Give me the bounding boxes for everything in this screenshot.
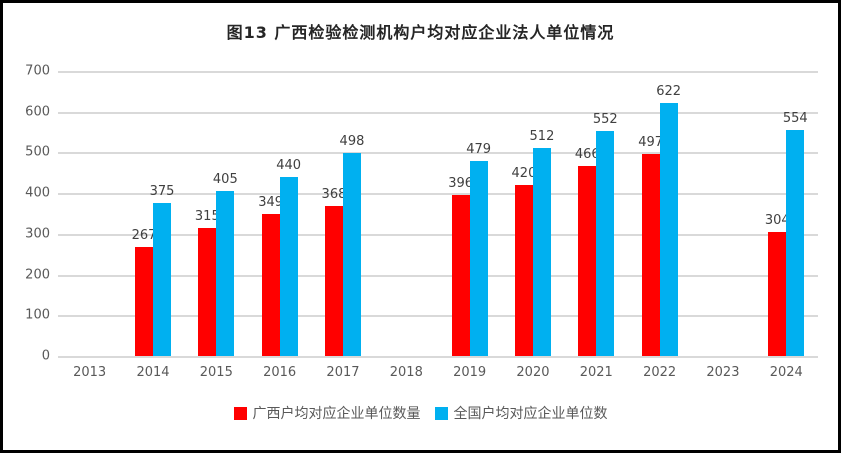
gridline-700 [58,71,818,73]
bar-group-2021: 466 552 [565,71,628,356]
legend-label: 广西户均对应企业单位数量 [252,406,421,422]
x-tick-label-2019: 2019 [453,365,487,380]
data-label: 622 [656,83,682,99]
bar-2015: 405 [213,172,238,356]
bar-2016: 440 [276,158,301,356]
x-tick-label-2023: 2023 [706,365,740,380]
bar-group-2023 [691,71,754,356]
bar-group-2014: 267 375 [121,71,184,356]
x-tick-label-2021: 2021 [579,365,613,380]
bar-group-2018 [375,71,438,356]
bar-2020: 512 [530,129,554,356]
legend-label: 全国户均对应企业单位数 [453,406,608,422]
data-label: 497 [638,134,664,150]
gridline-200 [58,274,818,277]
data-label: 396 [448,175,474,191]
legend-item: 全国户均对应企业单位数 [434,403,608,423]
bar-2021: 466 [575,147,600,356]
bar-2019: 396 [448,176,473,356]
data-label: 552 [592,112,618,128]
x-tick-label-2016: 2016 [263,365,297,380]
y-tick-label: 0 [41,348,50,364]
bar-group-2022: 497 622 [628,71,691,356]
data-label: 554 [782,111,808,127]
gridline-300 [58,233,818,236]
data-label: 440 [276,157,302,173]
bar-2014: 267 [132,228,156,356]
bar-group-2024: 304 554 [755,71,818,356]
bar-2014: 375 [150,184,174,356]
x-tick-label-2020: 2020 [516,365,550,380]
bar-groups: 267 375 315 405 349 440 368 498 396 479 420 512 466 5… [58,71,818,356]
gridline-0 [58,356,818,358]
bar-2022: 497 [638,135,663,356]
legend-swatch-icon [434,406,448,420]
y-tick-label: 600 [25,104,50,120]
data-label: 304 [764,213,790,229]
data-label: 375 [149,184,175,200]
data-label: 315 [194,208,220,224]
gridline-100 [58,315,818,318]
y-tick-label: 700 [25,63,50,79]
legend-item: 广西户均对应企业单位数量 [233,403,421,423]
bar-2024: 554 [783,111,808,356]
y-tick-label: 200 [25,267,50,283]
x-tick-label-2014: 2014 [136,365,170,380]
y-tick-label: 300 [25,226,50,242]
bar-2017: 368 [322,187,346,356]
bar-group-2017: 368 498 [311,71,374,356]
legend: 广西户均对应企业单位数量 全国户均对应企业单位数 [3,403,838,423]
data-label: 512 [529,128,555,144]
bar-group-2019: 396 479 [438,71,501,356]
x-tick-label-2017: 2017 [326,365,360,380]
y-tick-label: 400 [25,185,50,201]
bar-2020: 420 [512,166,536,356]
x-tick-label-2024: 2024 [769,365,803,380]
x-tick-label-2013: 2013 [73,365,107,380]
bar-2021: 552 [593,112,618,356]
data-label: 368 [321,187,347,203]
x-axis-labels: 2013 2014 2015 2016 2017 2018 2019 2020 2021 2022… [58,365,818,380]
x-tick-label-2015: 2015 [199,365,233,380]
bar-2019: 479 [466,142,491,356]
data-label: 466 [574,147,600,163]
data-label: 267 [131,228,157,244]
y-tick-label: 500 [25,144,50,160]
data-label: 420 [511,166,537,181]
x-tick-label-2022: 2022 [643,365,677,380]
y-tick-label: 100 [25,307,50,323]
gridline-500 [58,152,818,155]
x-tick-label-2018: 2018 [389,365,423,380]
bar-group-2020: 420 512 [501,71,564,356]
bar-group-2016: 349 440 [248,71,311,356]
bar-group-2015: 315 405 [185,71,248,356]
data-label: 479 [466,141,492,157]
bar-2024: 304 [765,213,790,356]
bar-2015: 315 [195,209,220,356]
data-label: 405 [212,172,238,188]
plot-area: 0 100 200 300 400 500 600 700 267 375 315 405 349 44… [25,64,818,364]
bar-group-2013 [58,71,121,356]
bar-2022: 622 [656,84,681,356]
bar-2017: 498 [340,134,364,356]
gridline-400 [58,193,818,196]
gridline-600 [58,111,818,114]
data-label: 349 [258,194,284,210]
data-label: 498 [339,134,365,150]
bar-2016: 349 [258,195,283,356]
chart-title: 图13 广西检验检测机构户均对应企业法人单位情况 [226,23,615,42]
legend-swatch-icon [233,406,247,420]
